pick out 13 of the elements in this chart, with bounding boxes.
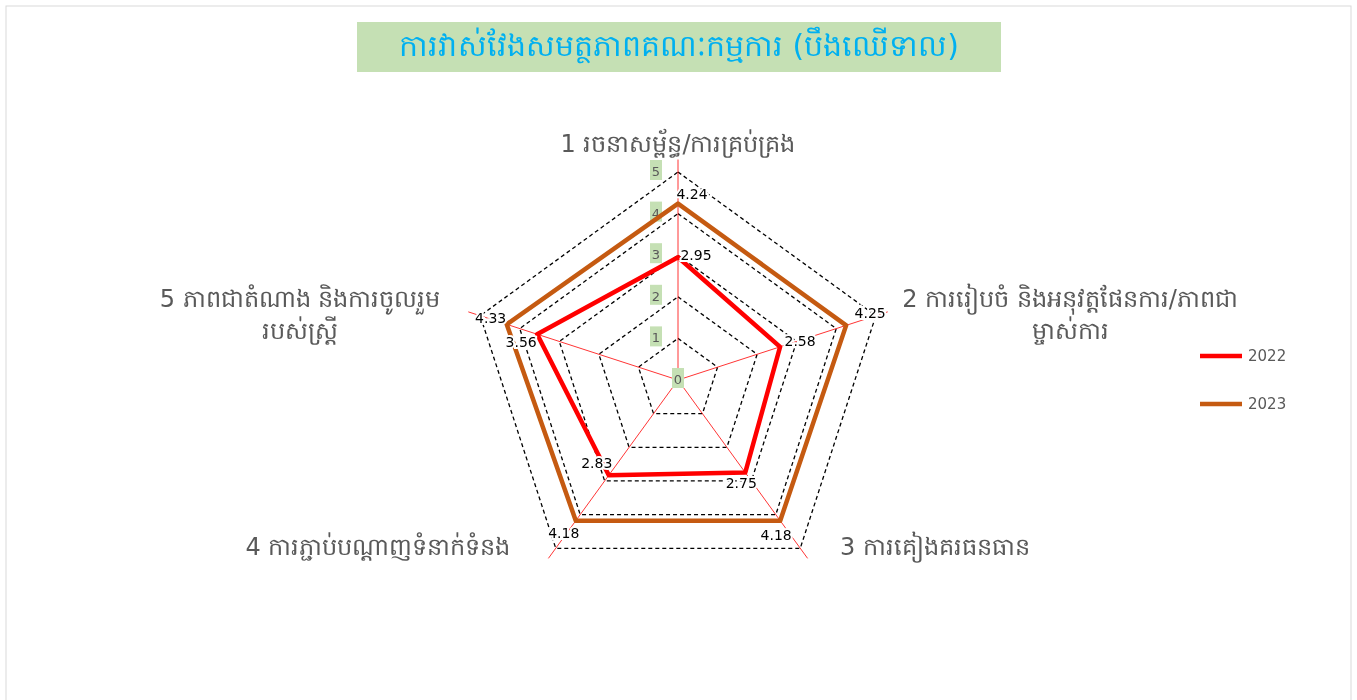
title: ការវាស់វែងសមត្ថភាពគណៈកម្មការ (បឹងឈើទាល)	[357, 22, 1001, 72]
data-label: 4.25	[854, 305, 886, 322]
data-label: 4.18	[548, 524, 580, 541]
y-tick-label: 1	[651, 330, 661, 346]
y-tick-label: 5	[651, 164, 661, 179]
y-tick-label: 2	[651, 288, 661, 304]
legend-label: 2022	[1248, 347, 1287, 365]
legend-label: 2023	[1248, 395, 1287, 413]
data-label: 4.18	[760, 526, 792, 543]
y-tick-label: 0	[673, 372, 683, 387]
data-label: 2.95	[680, 247, 712, 264]
data-label: 4.24	[676, 185, 708, 202]
y-tick-label: 3	[651, 247, 661, 263]
